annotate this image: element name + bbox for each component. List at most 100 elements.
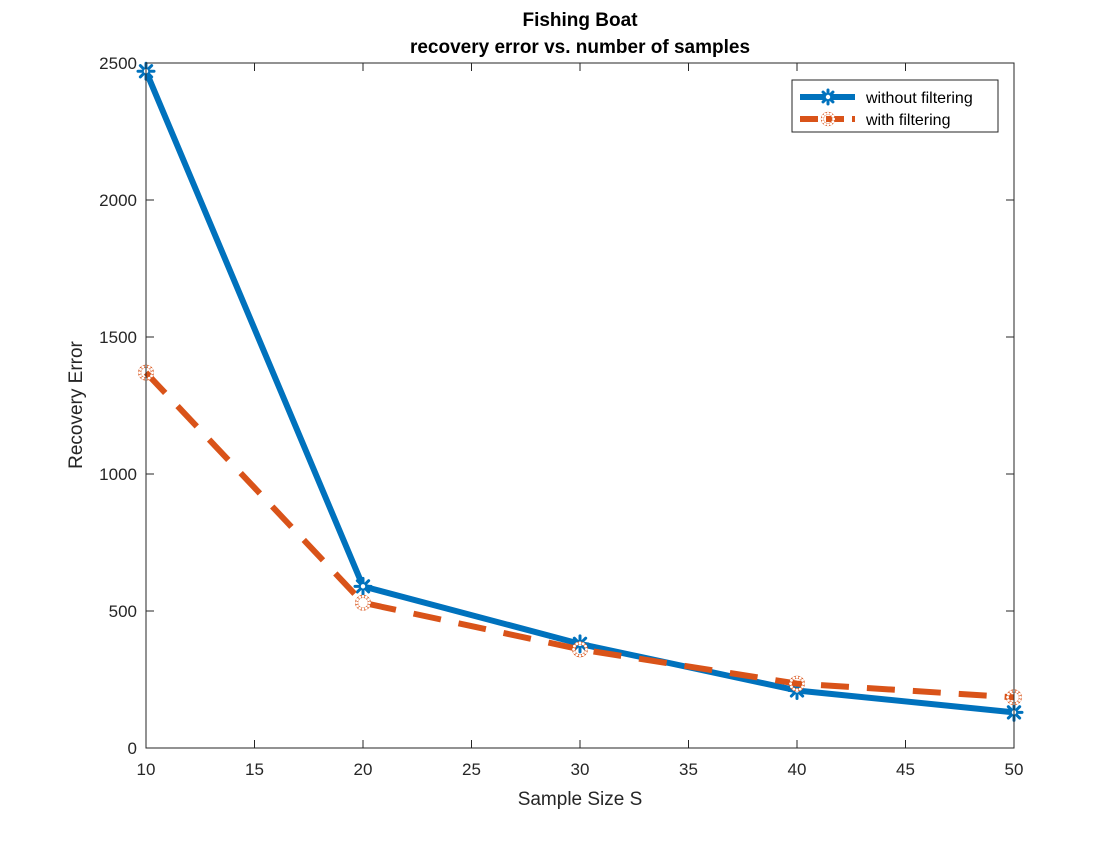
marker-center <box>360 584 366 589</box>
y-tick-label: 1000 <box>99 465 137 484</box>
marker-dot <box>823 122 827 126</box>
x-tick-label: 50 <box>1005 760 1024 779</box>
chart-title: Fishing Boat <box>522 10 638 31</box>
marker-dot <box>1006 695 1009 699</box>
x-tick-label: 25 <box>462 760 481 779</box>
x-tick-label: 10 <box>137 760 156 779</box>
marker-dot <box>139 368 142 371</box>
marker-dot <box>368 601 371 605</box>
x-tick-label: 15 <box>245 760 264 779</box>
marker-dot <box>795 688 799 692</box>
x-axis-label: Sample Size S <box>518 789 643 810</box>
marker-dot <box>573 644 576 648</box>
marker-dot <box>832 117 835 121</box>
data-point <box>572 641 588 658</box>
marker-dot <box>829 112 833 116</box>
y-tick-label: 1500 <box>99 328 137 347</box>
marker-dot <box>367 598 370 601</box>
series-line <box>143 370 1015 701</box>
y-tick-label: 2500 <box>99 54 137 73</box>
marker-dot <box>147 376 151 380</box>
marker-dot <box>1019 695 1022 699</box>
marker-dot <box>150 368 153 371</box>
marker-dot <box>578 654 582 658</box>
data-point <box>355 594 371 611</box>
marker-dot <box>575 653 579 657</box>
marker-dot <box>356 598 359 601</box>
chart-subtitle: recovery error vs. number of samples <box>410 37 750 58</box>
marker-dot <box>151 371 154 375</box>
marker-dot <box>585 647 588 651</box>
marker-dot <box>361 594 365 598</box>
y-axis-label: Recovery Error <box>66 340 87 468</box>
x-tick-label: 35 <box>679 760 698 779</box>
y-tick-label: 500 <box>109 602 137 621</box>
legend-entry-2: with filtering <box>800 111 950 129</box>
series-2 <box>138 364 1022 706</box>
axes-box <box>145 62 1015 749</box>
marker-dot <box>361 607 365 611</box>
legend: without filtering with filtering <box>791 79 999 133</box>
x-tick-label: 45 <box>896 760 915 779</box>
marker-dot <box>795 675 799 679</box>
marker-dot <box>821 114 825 118</box>
legend-label: with filtering <box>865 112 950 129</box>
marker-dot <box>1015 701 1019 705</box>
marker-dot <box>829 122 833 126</box>
marker-dot <box>801 679 804 682</box>
marker-dot <box>572 647 575 651</box>
marker-dot <box>147 365 151 369</box>
marker-dot <box>831 120 835 124</box>
marker-dot <box>826 123 830 126</box>
marker-dot <box>356 604 359 608</box>
legend-label: without filtering <box>865 90 973 107</box>
legend-entry-1: without filtering <box>800 88 973 107</box>
marker-dot <box>1009 690 1013 694</box>
marker-dot <box>792 687 796 691</box>
marker-dot <box>581 653 585 657</box>
marker-center <box>825 94 831 100</box>
marker-dot <box>364 595 368 599</box>
marker-dot <box>581 642 585 646</box>
marker-dot <box>1007 699 1010 702</box>
marker-dot <box>801 685 804 689</box>
marker-dot <box>821 117 824 121</box>
data-point <box>789 675 805 692</box>
marker-dot <box>1015 690 1019 694</box>
marker-dot <box>798 687 802 691</box>
x-tick-label: 20 <box>354 760 373 779</box>
marker-dot <box>364 606 368 610</box>
x-tick-label: 40 <box>788 760 807 779</box>
marker-dot <box>1009 701 1013 705</box>
marker-dot <box>573 651 576 654</box>
x-tick-label: 30 <box>571 760 590 779</box>
y-tick-label: 0 <box>128 739 137 758</box>
marker-dot <box>141 365 145 369</box>
marker-dot <box>821 120 825 124</box>
marker-dot <box>575 642 579 646</box>
legend-entries: without filtering with filtering <box>800 88 973 129</box>
marker-dot <box>584 644 587 648</box>
marker-dot <box>831 114 835 118</box>
marker-dot <box>798 676 802 680</box>
marker-dot <box>790 685 793 689</box>
marker-dot <box>823 112 827 116</box>
marker-dot <box>790 679 793 682</box>
marker-dot <box>578 641 582 645</box>
marker-dot <box>826 112 830 115</box>
marker-dot <box>584 651 587 654</box>
marker-dot <box>367 604 370 608</box>
marker-dot <box>1018 692 1021 696</box>
marker-dot <box>150 374 153 378</box>
marker-dot <box>1018 699 1021 702</box>
data-point <box>353 576 373 596</box>
y-tick-label: 2000 <box>99 191 137 210</box>
marker-dot <box>139 374 142 378</box>
marker-dot <box>358 595 362 599</box>
marker-dot <box>355 601 358 605</box>
marker-dot <box>138 371 142 375</box>
marker-dot <box>792 676 796 680</box>
